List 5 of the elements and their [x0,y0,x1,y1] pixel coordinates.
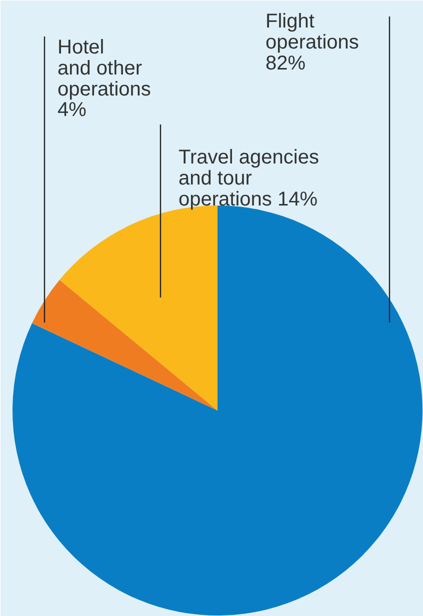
data-label: 4% [58,99,87,122]
data-label: 82% [266,52,306,74]
slice-label: Hotel and other operations [58,36,151,100]
slice-label: Flight operations [266,10,359,54]
slice-label: Travel agencies and tour operations 14% [178,146,319,210]
